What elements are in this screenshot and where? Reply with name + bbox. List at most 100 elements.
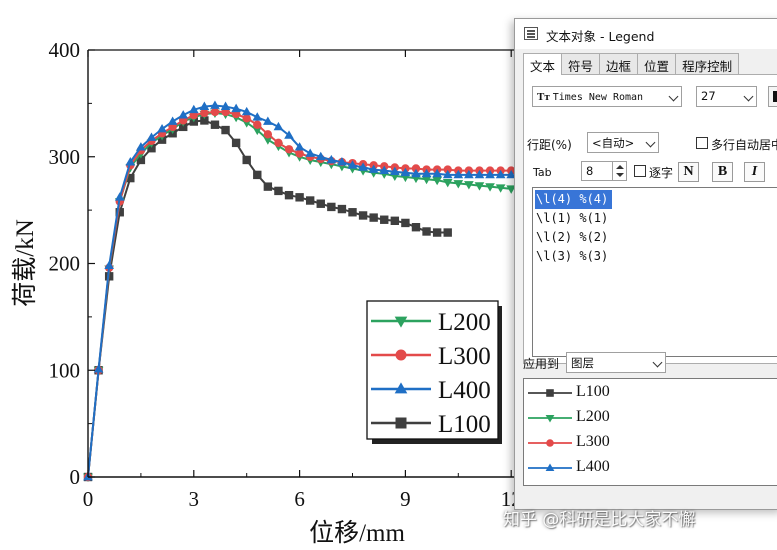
x-tick-label: 0 [83,487,94,511]
data-point [273,121,284,131]
data-point [358,162,368,171]
y-tick-label: 100 [49,358,81,382]
data-point [421,175,432,185]
y-tick-label: 300 [49,145,81,169]
preview-label: L200 [576,408,610,425]
data-point [369,213,378,222]
data-point [411,223,421,232]
chevron-down-icon [668,91,679,102]
data-point [220,101,231,110]
data-point [146,132,157,141]
data-point [263,116,273,125]
data-point [495,169,506,179]
chart-legend: L200 L300 L400 L100 [366,300,502,444]
tab-text[interactable]: 文本 [523,53,563,75]
editor-line: \l(1) %(1) [536,211,609,225]
data-point [379,165,390,174]
preview-marker [546,389,554,397]
preview-symbol-icon [528,439,572,447]
font-size-select[interactable]: 27 [696,86,757,107]
line-spacing-select[interactable]: <自动> [587,132,659,153]
data-point [231,103,241,113]
tab-width-spinner[interactable]: 8 [581,161,627,181]
data-point [147,144,156,153]
data-point [432,228,442,237]
data-point [178,110,189,119]
line-spacing-value: <自动> [592,136,635,150]
bold-format-button[interactable]: B [712,162,733,182]
data-point [400,167,411,177]
chevron-down-icon [645,137,656,148]
data-point [284,130,294,139]
legend-text-editor[interactable]: \l(4) %(4) \l(1) %(1) \l(2) %(2) \l(3) %… [532,187,777,357]
chevron-down-icon [743,91,754,102]
y-tick-label: 400 [49,38,81,62]
x-axis-title: 位移/mm [309,519,405,547]
data-point [495,184,506,193]
data-point [167,116,178,125]
tab-width-value: 8 [586,164,594,178]
multiline-center-checkbox[interactable] [696,137,708,149]
legend-item-l400: L400 [371,377,491,404]
data-point [93,364,104,373]
tab-position[interactable]: 位置 [637,53,677,74]
apply-to-select[interactable]: 图层 [566,352,666,373]
data-point [115,208,124,217]
legend-item-l100: L100 [371,411,491,438]
preview-marker [545,463,555,472]
data-point [104,260,114,269]
data-point [305,148,316,157]
data-point [422,227,431,236]
data-point [126,173,135,183]
data-point [348,208,357,217]
tab-border[interactable]: 边框 [599,53,639,74]
tab-symbol[interactable]: 符号 [561,53,601,74]
font-name-value: Times New Roman [552,92,644,103]
data-point [295,149,304,158]
watermark: 知乎 @科研是比大家不懈 [503,510,696,530]
data-point [125,157,136,166]
tab-width-label: Tab [533,166,552,179]
apply-to-value: 图层 [571,356,594,370]
data-point [114,192,125,201]
line-spacing-label: 行距(%) [527,138,572,152]
tab-programming[interactable]: 程序控制 [675,53,740,74]
data-point [157,123,167,133]
normal-format-button[interactable]: N [678,162,699,182]
editor-line: \l(2) %(2) [536,230,609,244]
data-point [179,122,188,132]
data-point [358,211,368,220]
preview-symbol-icon [528,463,572,472]
legend-box [366,300,499,440]
data-point [316,199,325,208]
dialog-title: 文本对象 - Legend [546,29,655,44]
legend-label: L200 [438,309,491,336]
preview-item-l200: L200 [524,406,777,430]
data-point [200,108,209,118]
x-tick-label: 9 [400,487,411,511]
data-point [474,182,485,191]
legend-label: L100 [438,411,491,438]
data-point [315,151,326,161]
dialog-titlebar[interactable]: 文本对象 - Legend [515,19,777,49]
spinner-arrows-icon[interactable] [612,162,626,180]
font-name-select[interactable]: Tт Times New Roman [532,86,682,107]
data-point [221,125,230,135]
y-tick-label: 200 [49,252,81,276]
data-point [252,112,263,121]
data-point [231,138,241,148]
data-point [347,160,358,169]
data-point [453,169,464,179]
italic-format-button[interactable]: I [744,162,765,182]
data-point [284,190,294,200]
data-point [442,169,453,179]
preview-item-l100: L100 [524,381,777,405]
data-point [210,100,220,109]
legend-marker [395,417,407,429]
char-by-char-checkbox[interactable] [634,165,646,177]
data-point [506,185,517,194]
data-point [421,168,432,178]
font-color-button[interactable] [768,86,777,107]
font-size-value: 27 [701,89,716,103]
data-point [474,169,485,179]
